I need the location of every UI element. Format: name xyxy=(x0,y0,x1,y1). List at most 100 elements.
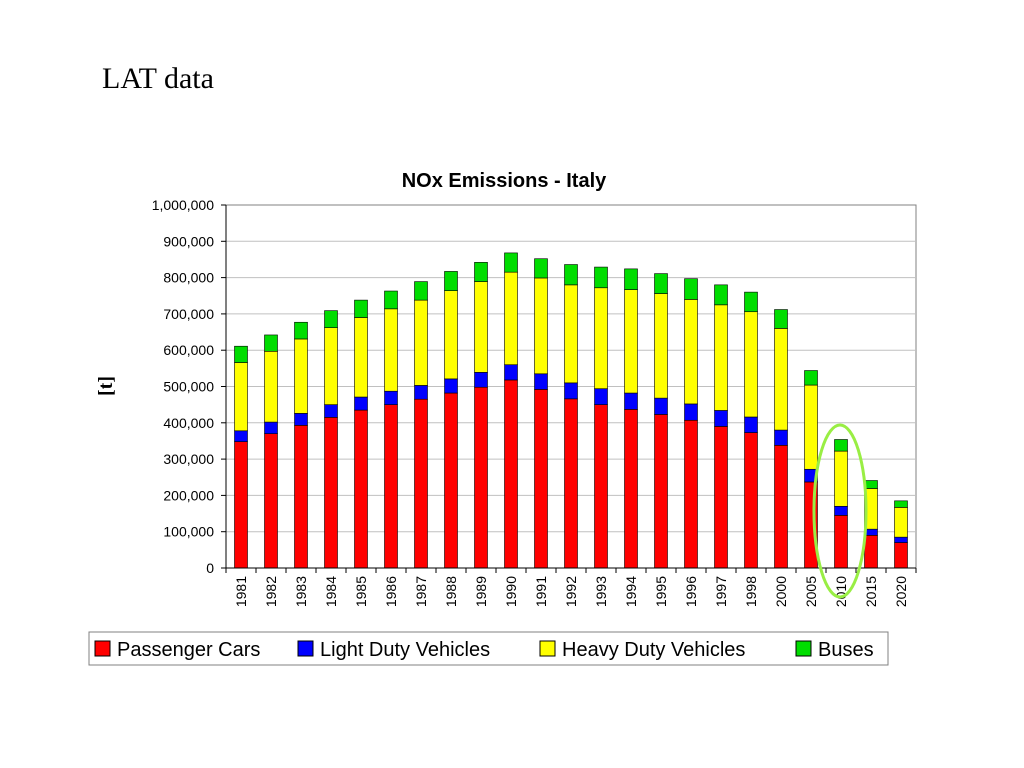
bar-segment-passenger-cars xyxy=(324,417,338,569)
legend-label: Heavy Duty Vehicles xyxy=(562,639,745,661)
x-tick-label: 1997 xyxy=(713,576,729,607)
bar-segment-buses xyxy=(234,345,248,363)
x-tick-label: 2005 xyxy=(803,576,819,607)
bar-segment-heavy-duty-vehicles xyxy=(654,293,668,399)
bar-segment-passenger-cars xyxy=(684,419,698,569)
x-tick-label: 1992 xyxy=(563,576,579,607)
legend: Passenger Cars Light Duty Vehicles Heavy D… xyxy=(88,631,889,666)
bar-segment-light-duty-vehicles xyxy=(234,430,248,442)
bar-segment-heavy-duty-vehicles xyxy=(774,328,788,431)
x-tick-label: 1981 xyxy=(233,576,249,607)
bar-segment-heavy-duty-vehicles xyxy=(474,281,488,373)
bar-segment-buses xyxy=(384,290,398,310)
bar-segment-passenger-cars xyxy=(504,379,518,569)
bar-segment-buses xyxy=(294,321,308,340)
bar-segment-heavy-duty-vehicles xyxy=(414,299,428,386)
bar-segment-passenger-cars xyxy=(864,535,878,569)
chart-title: NOx Emissions - Italy xyxy=(402,170,607,192)
bar-segment-light-duty-vehicles xyxy=(744,416,758,433)
legend-swatch xyxy=(539,640,556,657)
bar-segment-heavy-duty-vehicles xyxy=(354,317,368,398)
bar-segment-passenger-cars xyxy=(384,404,398,569)
bar-segment-heavy-duty-vehicles xyxy=(834,450,848,507)
x-tick-label: 1983 xyxy=(293,576,309,607)
bar-segment-buses xyxy=(414,281,428,301)
bar-segment-passenger-cars xyxy=(354,409,368,569)
bar-segment-heavy-duty-vehicles xyxy=(594,287,608,389)
bar-segment-passenger-cars xyxy=(414,398,428,569)
bar-segment-heavy-duty-vehicles xyxy=(564,284,578,384)
bar-segment-buses xyxy=(714,284,728,306)
bar-segment-heavy-duty-vehicles xyxy=(804,384,818,470)
bar-segment-light-duty-vehicles xyxy=(504,364,518,381)
bar-segment-light-duty-vehicles xyxy=(684,403,698,421)
legend-label: Passenger Cars xyxy=(117,639,260,661)
bar-segment-passenger-cars xyxy=(234,441,248,569)
bar-segment-light-duty-vehicles xyxy=(474,372,488,388)
bars xyxy=(234,252,908,569)
bar-segment-buses xyxy=(804,370,818,386)
legend-label: Light Duty Vehicles xyxy=(320,639,490,661)
bar-segment-heavy-duty-vehicles xyxy=(234,362,248,432)
bar-segment-buses xyxy=(894,500,908,508)
bar-segment-passenger-cars xyxy=(564,398,578,569)
y-tick-label: 1,000,000 xyxy=(152,197,214,213)
y-tick-label: 400,000 xyxy=(163,415,214,431)
bar-segment-light-duty-vehicles xyxy=(594,388,608,405)
bar-segment-buses xyxy=(354,299,368,318)
y-tick-label: 300,000 xyxy=(163,451,214,467)
bar-segment-passenger-cars xyxy=(654,414,668,569)
highlight-ellipse xyxy=(812,423,868,599)
bar-segment-buses xyxy=(474,262,488,282)
legend-swatch xyxy=(795,640,812,657)
bar-segment-heavy-duty-vehicles xyxy=(384,308,398,392)
bar-segment-passenger-cars xyxy=(834,515,848,569)
bar-segment-passenger-cars xyxy=(774,445,788,569)
annotations xyxy=(812,423,868,599)
bar-segment-buses xyxy=(564,264,578,286)
bar-segment-light-duty-vehicles xyxy=(324,404,338,418)
y-tick-label: 500,000 xyxy=(163,379,214,395)
y-tick-label: 900,000 xyxy=(163,233,214,249)
bar-segment-light-duty-vehicles xyxy=(384,390,398,405)
x-tick-label: 1982 xyxy=(263,576,279,607)
bar-segment-heavy-duty-vehicles xyxy=(624,289,638,394)
bar-segment-light-duty-vehicles xyxy=(624,392,638,410)
bar-segment-buses xyxy=(654,273,668,294)
bar-segment-heavy-duty-vehicles xyxy=(444,290,458,380)
x-tick-label: 2010 xyxy=(833,576,849,607)
bar-segment-passenger-cars xyxy=(474,386,488,569)
bar-segment-light-duty-vehicles xyxy=(894,536,908,543)
bar-segment-heavy-duty-vehicles xyxy=(534,277,548,375)
bar-segment-light-duty-vehicles xyxy=(444,378,458,394)
bar-segment-heavy-duty-vehicles xyxy=(294,338,308,414)
x-tick-label: 1986 xyxy=(383,576,399,607)
bar-segment-buses xyxy=(504,252,518,273)
y-tick-label: 700,000 xyxy=(163,306,214,322)
bar-segment-buses xyxy=(594,266,608,289)
y-tick-label: 600,000 xyxy=(163,342,214,358)
y-axis-ticks: 0 100,000 200,000 300,000 400,000 500,000 600,… xyxy=(152,197,226,576)
bar-segment-light-duty-vehicles xyxy=(774,429,788,446)
bar-segment-heavy-duty-vehicles xyxy=(504,271,518,366)
slide-title: LAT data xyxy=(102,62,214,95)
x-tick-label: 1993 xyxy=(593,576,609,607)
bar-segment-passenger-cars xyxy=(594,404,608,569)
x-tick-label: 1991 xyxy=(533,576,549,607)
x-tick-label: 1987 xyxy=(413,576,429,607)
bar-segment-light-duty-vehicles xyxy=(414,385,428,400)
bar-segment-buses xyxy=(744,291,758,313)
x-tick-label: 1990 xyxy=(503,576,519,607)
legend-swatch xyxy=(94,640,111,657)
legend-box xyxy=(88,631,889,666)
bar-segment-buses xyxy=(624,268,638,290)
x-tick-label: 1985 xyxy=(353,576,369,607)
bar-segment-light-duty-vehicles xyxy=(264,421,278,434)
bar-segment-heavy-duty-vehicles xyxy=(744,311,758,418)
bar-segment-passenger-cars xyxy=(444,392,458,569)
bar-segment-buses xyxy=(324,310,338,328)
bar-segment-buses xyxy=(684,278,698,300)
x-tick-label: 2000 xyxy=(773,576,789,607)
bar-segment-heavy-duty-vehicles xyxy=(894,507,908,538)
